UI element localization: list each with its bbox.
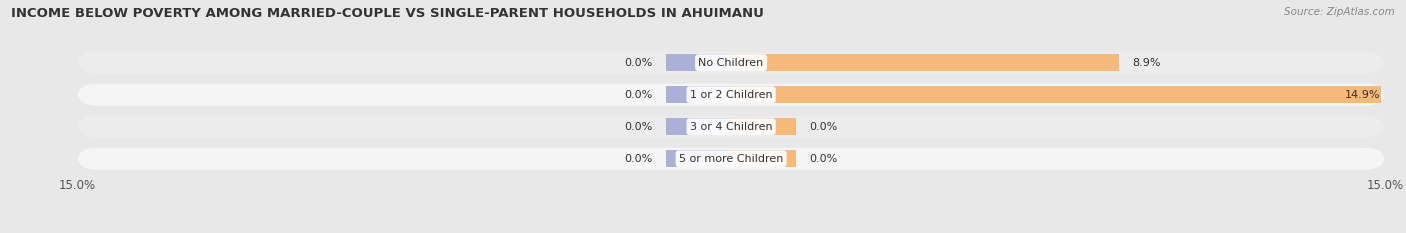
Bar <box>731 118 797 135</box>
Text: 3 or 4 Children: 3 or 4 Children <box>690 122 772 132</box>
Bar <box>666 151 731 167</box>
Text: 0.0%: 0.0% <box>624 154 652 164</box>
Text: 14.9%: 14.9% <box>1346 90 1381 100</box>
Text: INCOME BELOW POVERTY AMONG MARRIED-COUPLE VS SINGLE-PARENT HOUSEHOLDS IN AHUIMAN: INCOME BELOW POVERTY AMONG MARRIED-COUPL… <box>11 7 763 20</box>
Text: No Children: No Children <box>699 58 763 68</box>
Bar <box>666 86 731 103</box>
Bar <box>731 54 1119 71</box>
FancyBboxPatch shape <box>77 148 1385 170</box>
Bar <box>666 118 731 135</box>
Text: 0.0%: 0.0% <box>810 154 838 164</box>
Text: 8.9%: 8.9% <box>1132 58 1160 68</box>
FancyBboxPatch shape <box>77 52 1385 74</box>
Text: 0.0%: 0.0% <box>624 90 652 100</box>
Bar <box>731 86 1381 103</box>
FancyBboxPatch shape <box>77 84 1385 106</box>
Text: 0.0%: 0.0% <box>624 58 652 68</box>
Text: Source: ZipAtlas.com: Source: ZipAtlas.com <box>1284 7 1395 17</box>
Text: 1 or 2 Children: 1 or 2 Children <box>690 90 772 100</box>
Bar <box>731 151 797 167</box>
Text: 5 or more Children: 5 or more Children <box>679 154 783 164</box>
Bar <box>666 54 731 71</box>
FancyBboxPatch shape <box>77 116 1385 137</box>
Text: 0.0%: 0.0% <box>624 122 652 132</box>
Text: 0.0%: 0.0% <box>810 122 838 132</box>
